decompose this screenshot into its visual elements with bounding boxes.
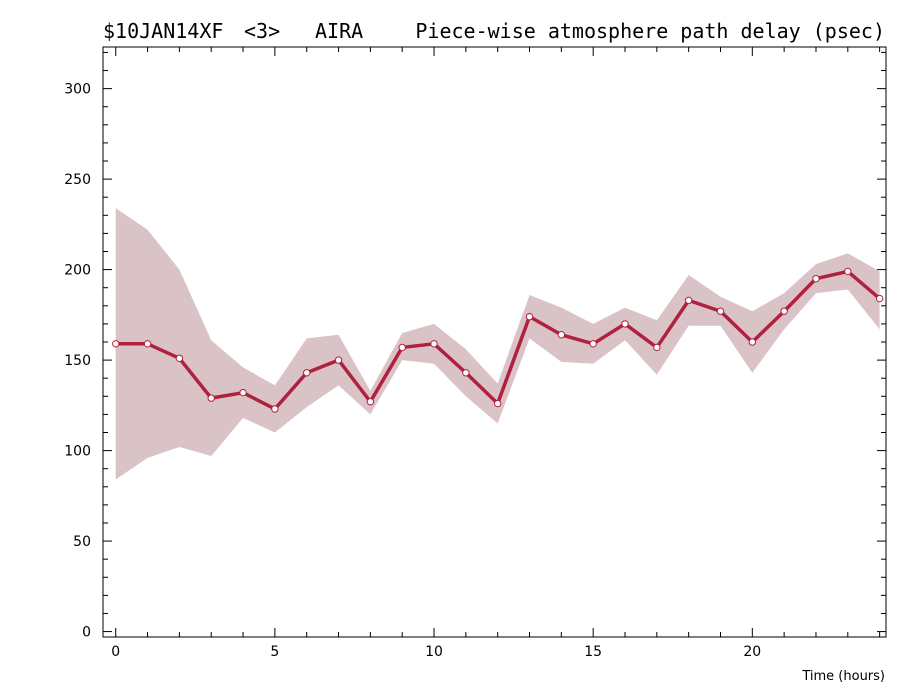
y-tick-label: 100 [64, 444, 91, 460]
data-point [207, 394, 215, 402]
x-tick-label: 0 [111, 644, 120, 660]
x-tick-label: 5 [270, 644, 279, 660]
station-name: AIRA [315, 19, 363, 43]
data-point [271, 405, 279, 413]
y-tick-label: 150 [64, 353, 91, 369]
x-axis-label: Time (hours) [801, 669, 885, 684]
y-tick-label: 200 [64, 263, 91, 279]
y-tick-label: 300 [64, 82, 91, 98]
data-point [780, 307, 788, 315]
data-point [716, 307, 725, 315]
data-point [748, 338, 757, 346]
data-point [303, 369, 311, 377]
data-point [812, 274, 820, 283]
data-point [557, 331, 566, 339]
delay-markers-layer [112, 267, 884, 413]
data-point [239, 388, 247, 397]
y-tick-label: 50 [73, 534, 91, 550]
uncertainty-band-layer [115, 208, 880, 480]
x-tick-label: 20 [743, 644, 761, 660]
x-tick-labels: 0 5 10 15 20 [111, 644, 761, 660]
scan-number: <3> [244, 19, 280, 43]
source-name: $10JAN14XF [103, 19, 223, 43]
data-point [112, 340, 120, 348]
x-tick-label: 15 [584, 644, 602, 660]
y-tick-labels: 0 50 100 150 200 250 300 [64, 82, 91, 641]
data-point [844, 267, 852, 276]
uncertainty-band [115, 208, 880, 480]
data-point [875, 294, 884, 303]
data-point [398, 343, 406, 352]
data-point [653, 343, 661, 352]
data-point [684, 296, 693, 305]
data-point [525, 312, 534, 321]
chart-title: Piece-wise atmosphere path delay (psec) [415, 19, 885, 43]
data-point [430, 340, 438, 348]
data-point [462, 369, 470, 377]
data-point [493, 399, 502, 408]
data-point [366, 398, 375, 406]
data-point [589, 340, 597, 348]
data-point [621, 320, 629, 328]
data-point [175, 354, 184, 362]
data-point [143, 340, 152, 348]
x-tick-label: 10 [425, 644, 443, 660]
data-point [334, 356, 343, 364]
y-tick-label: 0 [82, 625, 91, 641]
axis-ticks-layer [103, 47, 886, 637]
y-tick-label: 250 [64, 172, 91, 188]
